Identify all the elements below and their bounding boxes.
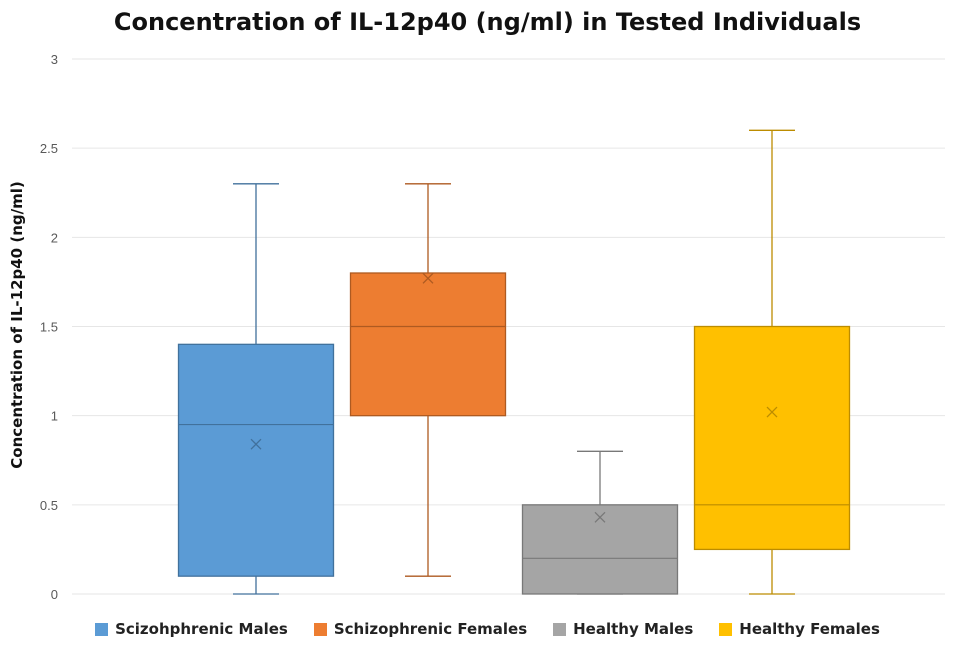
y-tick-label: 0.5 — [40, 498, 58, 513]
y-tick-label: 1 — [51, 409, 58, 424]
box-3 — [521, 504, 679, 595]
legend-swatch — [95, 622, 109, 636]
legend-label: Healthy Males — [573, 620, 694, 638]
box-2 — [349, 272, 507, 417]
legend-label: Healthy Females — [739, 620, 880, 638]
y-tick-label: 0 — [51, 587, 58, 602]
legend-swatch — [313, 622, 327, 636]
legend-swatch — [719, 622, 733, 636]
mean-marker — [422, 272, 434, 284]
legend-label: Scizohphrenic Males — [115, 620, 288, 638]
y-tick-label: 2.5 — [40, 141, 58, 156]
mean-marker — [594, 511, 606, 523]
legend-item: Healthy Females — [719, 620, 880, 638]
mean-marker — [766, 406, 778, 418]
mean-marker — [250, 438, 262, 450]
chart-title: Concentration of IL-12p40 (ng/ml) in Tes… — [113, 8, 862, 36]
box-1 — [177, 343, 335, 577]
y-tick-label: 3 — [51, 52, 58, 67]
legend-label: Schizophrenic Females — [333, 620, 528, 638]
y-tick-label: 1.5 — [40, 320, 58, 335]
legend: Scizohphrenic Males Schizophrenic Females… — [0, 620, 975, 638]
y-tick-label: 2 — [51, 230, 58, 245]
legend-item: Scizohphrenic Males — [95, 620, 288, 638]
legend-item: Healthy Males — [553, 620, 693, 638]
box-4 — [693, 325, 851, 551]
legend-item: Schizophrenic Females — [313, 620, 528, 638]
legend-swatch — [553, 622, 567, 636]
